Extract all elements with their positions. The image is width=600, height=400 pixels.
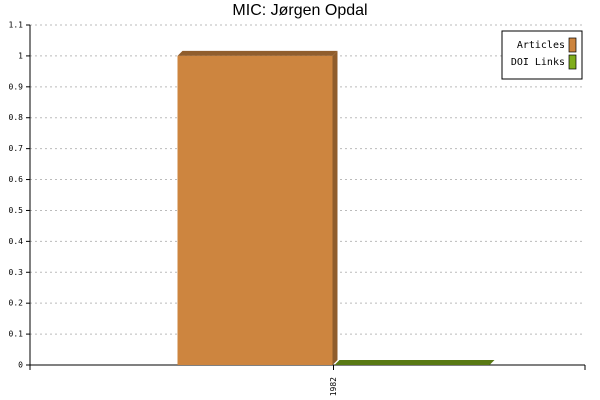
y-tick-label: 0.9	[9, 82, 24, 91]
y-tick-label: 1.1	[9, 21, 24, 30]
y-tick-label: 0.2	[9, 299, 24, 308]
bar	[177, 55, 333, 366]
legend-swatch	[568, 37, 577, 53]
bar-side	[332, 50, 338, 366]
bar-top	[177, 50, 338, 56]
y-tick-label: 0.5	[9, 206, 24, 215]
y-tick-label: 0.8	[9, 113, 24, 122]
y-tick-label: 0.6	[9, 175, 24, 184]
x-tick-label: 1982	[329, 377, 338, 396]
chart-title: MIC: Jørgen Opdal	[232, 2, 367, 19]
y-tick-label: 0	[18, 361, 23, 370]
y-tick-label: 0.7	[9, 144, 24, 153]
legend-label: DOI Links	[511, 57, 565, 68]
legend-label: Articles	[517, 40, 565, 51]
bar-top	[334, 360, 495, 365]
y-tick-label: 1	[18, 51, 23, 60]
y-tick-label: 0.3	[9, 268, 24, 277]
legend-swatch	[568, 54, 577, 70]
y-tick-label: 0.1	[9, 330, 24, 339]
y-tick-label: 0.4	[9, 237, 24, 246]
